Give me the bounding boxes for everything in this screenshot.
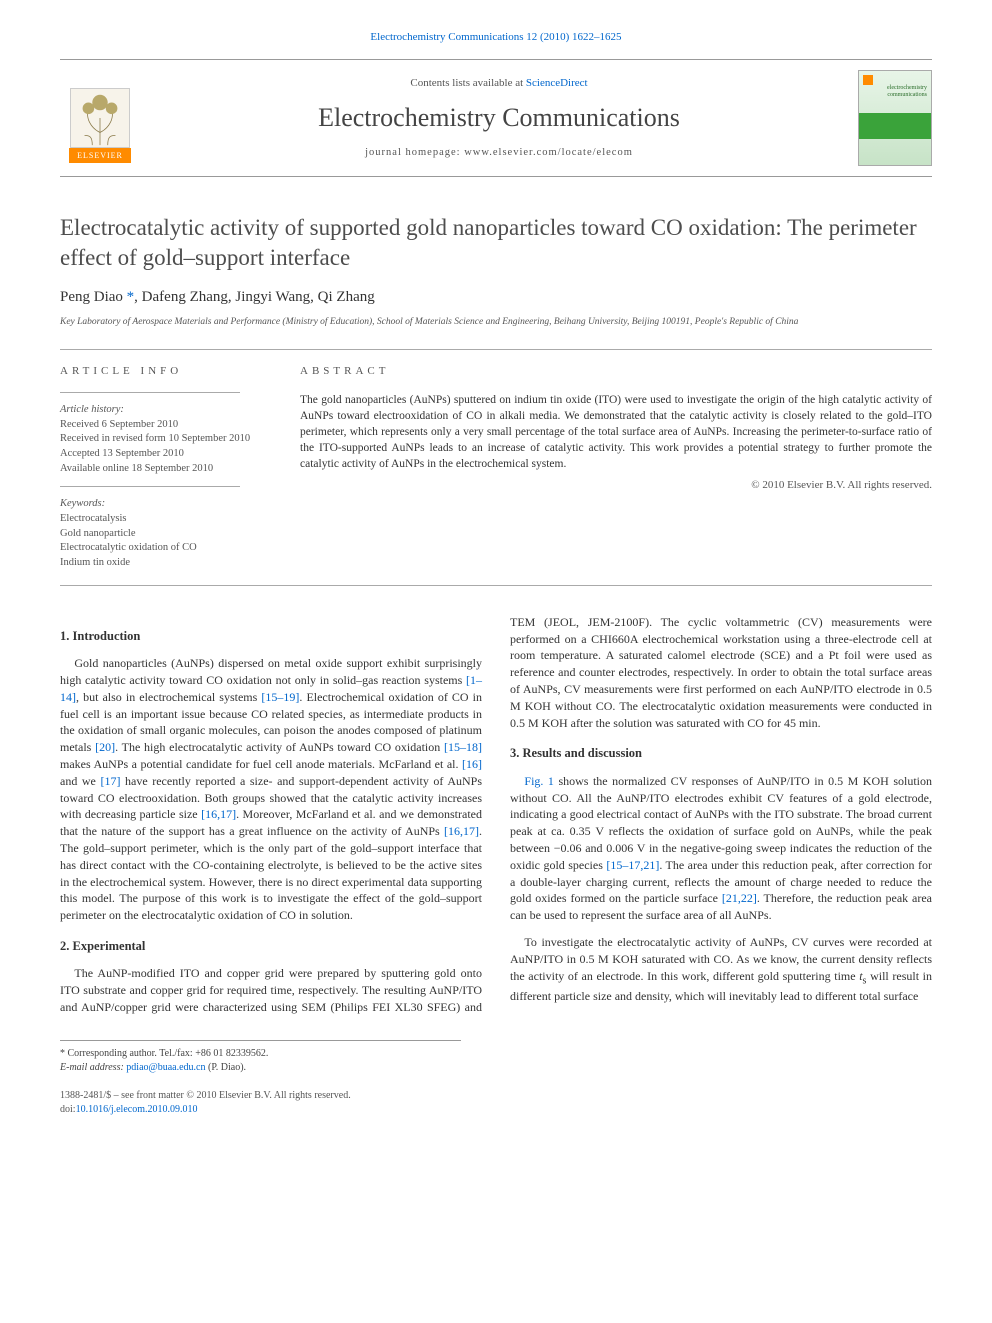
cite-link[interactable]: [15–17,21]	[606, 858, 659, 872]
history-head: Article history:	[60, 403, 276, 418]
homepage-url: www.elsevier.com/locate/elecom	[464, 147, 633, 158]
elsevier-tree-icon	[70, 88, 130, 148]
cite-link[interactable]: [16,17]	[444, 824, 479, 838]
journal-name: Electrochemistry Communications	[152, 100, 846, 136]
journal-ref-link[interactable]: Electrochemistry Communications 12 (2010…	[370, 31, 621, 43]
abstract-block: abstract The gold nanoparticles (AuNPs) …	[300, 364, 932, 570]
cover-thumb-band	[859, 113, 931, 139]
doi-line: doi:10.1016/j.elecom.2010.09.010	[60, 1103, 932, 1117]
bottom-meta: 1388-2481/$ – see front matter © 2010 El…	[60, 1089, 932, 1117]
history-received: Received 6 September 2010	[60, 418, 276, 433]
keyword-item: Electrocatalytic oxidation of CO	[60, 541, 276, 556]
cite-link[interactable]: [21,22]	[722, 891, 757, 905]
section-2-head: 2. Experimental	[60, 938, 482, 956]
abstract-copyright: © 2010 Elsevier B.V. All rights reserved…	[300, 478, 932, 493]
cover-thumb-logo-icon	[863, 75, 873, 85]
authors-rest: , Dafeng Zhang, Jingyi Wang, Qi Zhang	[134, 289, 375, 305]
t: . The gold–support perimeter, which is t…	[60, 824, 482, 922]
footnotes: * Corresponding author. Tel./fax: +86 01…	[60, 1040, 461, 1075]
authors-line: Peng Diao *, Dafeng Zhang, Jingyi Wang, …	[60, 287, 932, 308]
body-columns: 1. Introduction Gold nanoparticles (AuNP…	[60, 614, 932, 1016]
article-title: Electrocatalytic activity of supported g…	[60, 213, 932, 273]
article-info-block: article info Article history: Received 6…	[60, 364, 300, 570]
doi-prefix: doi:	[60, 1104, 76, 1115]
t: and we	[60, 774, 100, 788]
t: . The high electrocatalytic activity of …	[115, 740, 444, 754]
keyword-item: Electrocatalysis	[60, 512, 276, 527]
cite-link[interactable]: [20]	[95, 740, 115, 754]
full-rule	[60, 585, 932, 586]
keyword-item: Indium tin oxide	[60, 556, 276, 571]
section-3-para-1: Fig. 1 shows the normalized CV responses…	[510, 773, 932, 924]
homepage-line: journal homepage: www.elsevier.com/locat…	[152, 146, 846, 161]
journal-header: ELSEVIER Contents lists available at Sci…	[60, 59, 932, 177]
cite-link[interactable]: [15–18]	[444, 740, 482, 754]
cite-link[interactable]: [16]	[462, 757, 482, 771]
meta-row: article info Article history: Received 6…	[60, 349, 932, 570]
section-1-head: 1. Introduction	[60, 628, 482, 646]
info-rule-2	[60, 486, 240, 487]
keywords-head: Keywords:	[60, 497, 276, 512]
cover-thumb-title-2: communications	[887, 92, 927, 98]
journal-reference: Electrochemistry Communications 12 (2010…	[60, 30, 932, 45]
history-online: Available online 18 September 2010	[60, 462, 276, 477]
sciencedirect-link[interactable]: ScienceDirect	[526, 77, 588, 89]
issn-line: 1388-2481/$ – see front matter © 2010 El…	[60, 1089, 932, 1103]
publisher-logo-block: ELSEVIER	[60, 73, 140, 163]
email-fn: E-mail address: pdiao@buaa.edu.cn (P. Di…	[60, 1061, 461, 1075]
affiliation: Key Laboratory of Aerospace Materials an…	[60, 316, 932, 329]
t: makes AuNPs a potential candidate for fu…	[60, 757, 462, 771]
t: Gold nanoparticles (AuNPs) dispersed on …	[60, 656, 482, 687]
cover-thumb-title-1: electrochemistry	[887, 85, 927, 91]
keyword-item: Gold nanoparticle	[60, 527, 276, 542]
corresponding-fn: * Corresponding author. Tel./fax: +86 01…	[60, 1047, 461, 1061]
history-revised: Received in revised form 10 September 20…	[60, 432, 276, 447]
figure-link[interactable]: Fig. 1	[524, 774, 554, 788]
contents-prefix: Contents lists available at	[410, 77, 525, 89]
contents-line: Contents lists available at ScienceDirec…	[152, 76, 846, 91]
t: , but also in electrochemical systems	[76, 690, 261, 704]
cite-link[interactable]: [15–19]	[261, 690, 299, 704]
header-center: Contents lists available at ScienceDirec…	[152, 76, 846, 160]
journal-cover-thumb: electrochemistry communications	[858, 70, 932, 166]
publisher-label: ELSEVIER	[69, 148, 131, 163]
info-rule-1	[60, 392, 240, 393]
cover-thumb-title: electrochemistry communications	[863, 85, 927, 98]
email-suffix: (P. Diao).	[205, 1062, 246, 1073]
section-3-head: 3. Results and discussion	[510, 745, 932, 763]
section-1-para-1: Gold nanoparticles (AuNPs) dispersed on …	[60, 655, 482, 924]
cite-link[interactable]: [17]	[100, 774, 120, 788]
section-3-para-2: To investigate the electrocatalytic acti…	[510, 934, 932, 1005]
doi-link[interactable]: 10.1016/j.elecom.2010.09.010	[76, 1104, 198, 1115]
email-link[interactable]: pdiao@buaa.edu.cn	[126, 1062, 205, 1073]
cite-link[interactable]: [16,17]	[201, 807, 236, 821]
email-label: E-mail address:	[60, 1062, 126, 1073]
article-info-heading: article info	[60, 364, 276, 379]
author-primary: Peng Diao	[60, 289, 127, 305]
abstract-heading: abstract	[300, 364, 932, 379]
homepage-prefix: journal homepage:	[365, 147, 464, 158]
history-accepted: Accepted 13 September 2010	[60, 447, 276, 462]
abstract-text: The gold nanoparticles (AuNPs) sputtered…	[300, 392, 932, 472]
